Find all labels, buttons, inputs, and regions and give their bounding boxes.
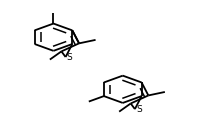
Text: S: S <box>136 105 142 114</box>
Text: S: S <box>67 53 72 62</box>
